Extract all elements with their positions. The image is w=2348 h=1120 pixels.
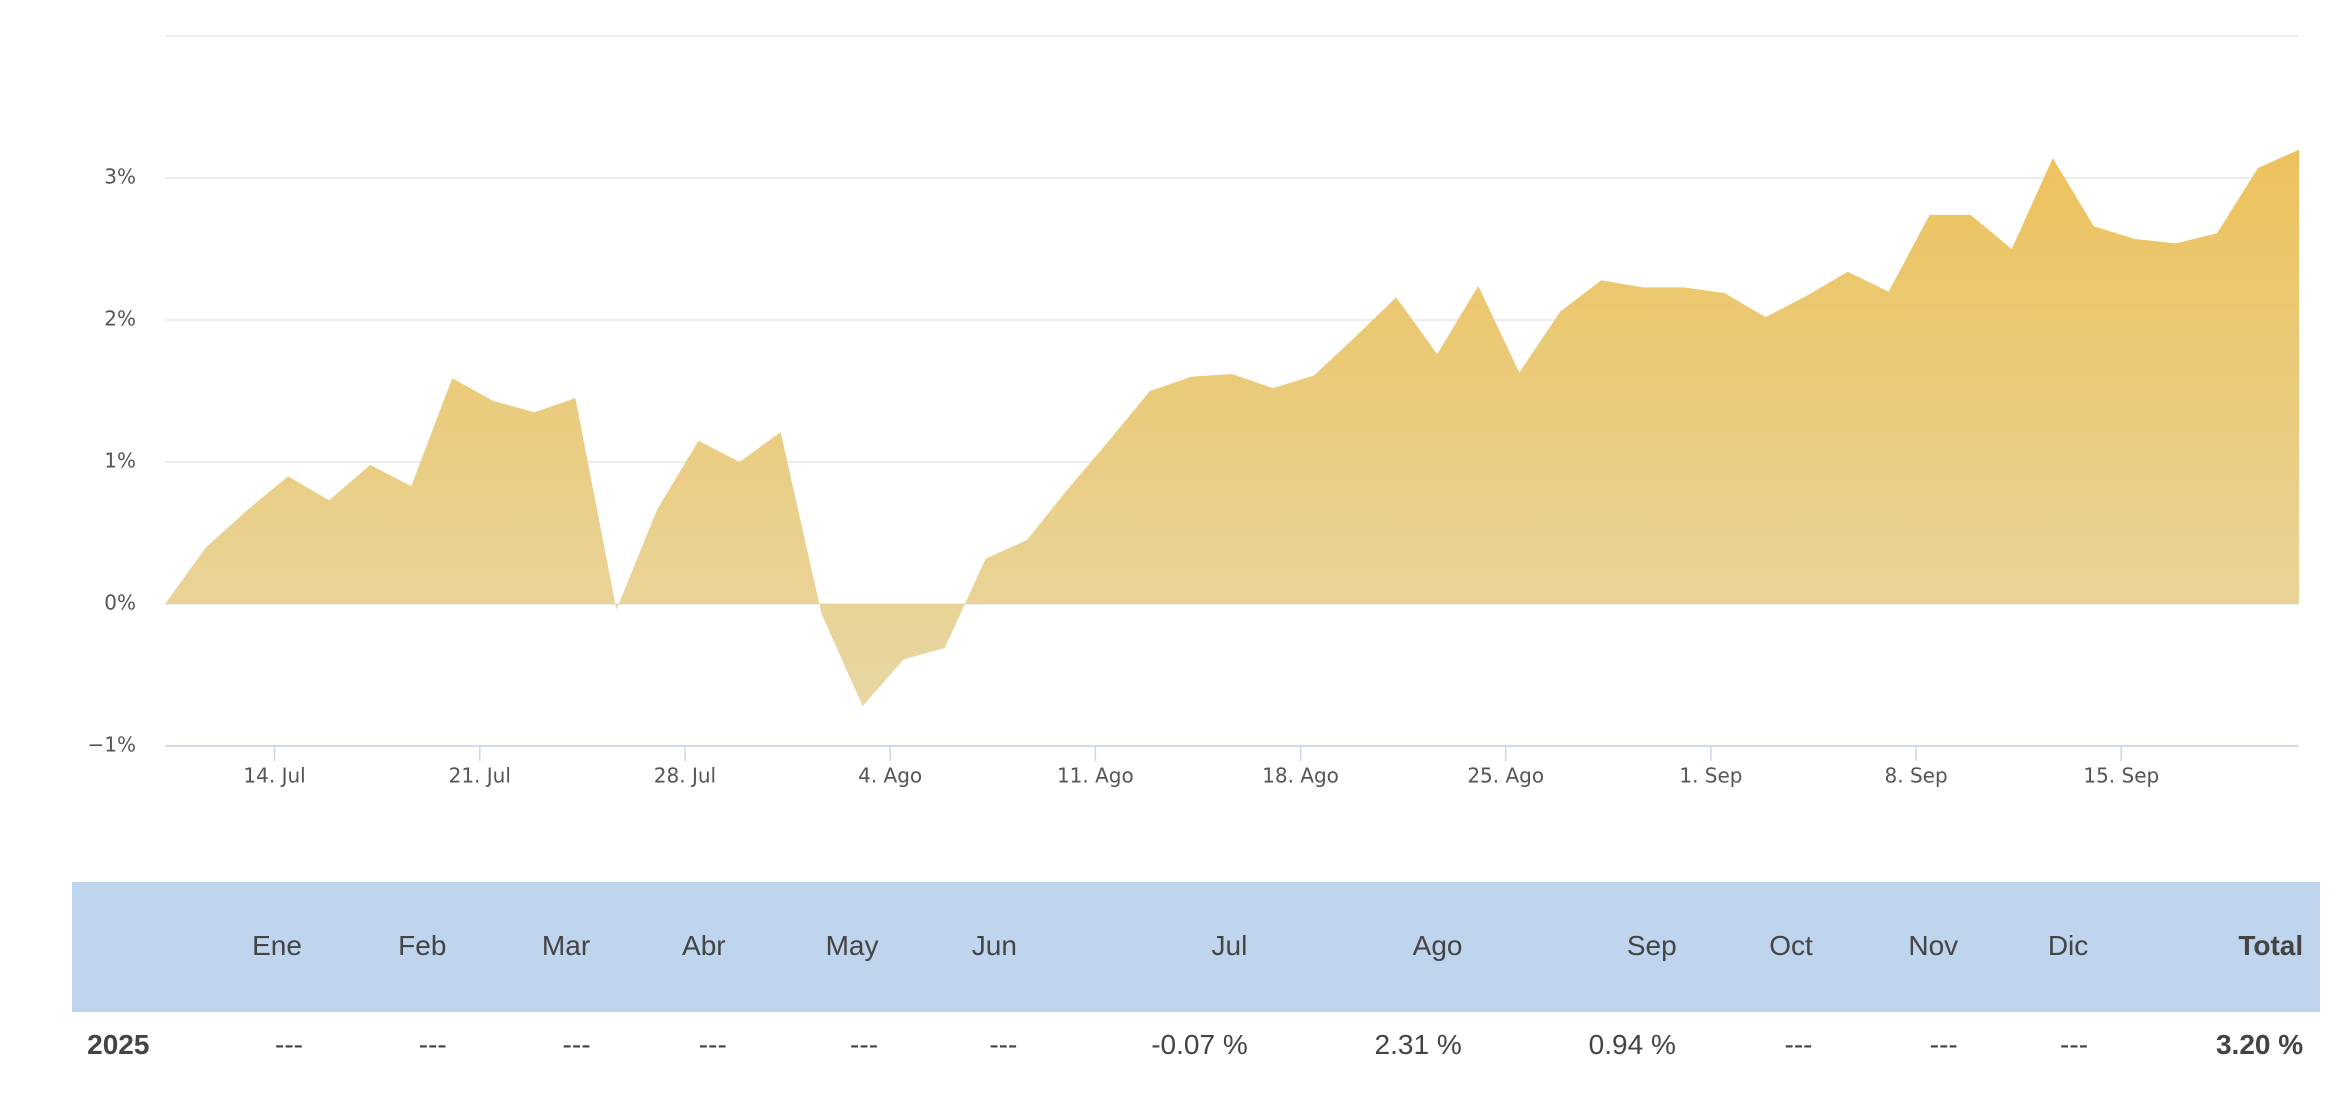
header-cell: Abr: [682, 930, 726, 961]
x-tick-label: 8. Sep: [1885, 764, 1948, 788]
table-cell: ---: [1929, 1029, 1958, 1060]
x-tick-label: 25. Ago: [1467, 764, 1544, 788]
chart: −1% 0% 1% 2% 3% 14. Jul 21. Jul 28. Jul 4. Ago 11…: [88, 35, 2299, 788]
table-cell: ---: [698, 1029, 727, 1060]
header-cell: Ago: [1412, 930, 1463, 961]
x-tick-label: 14. Jul: [243, 764, 305, 788]
table-cell: 2.31 %: [1374, 1029, 1462, 1060]
header-cell: Jul: [1211, 930, 1248, 961]
header-cell: Jun: [971, 930, 1017, 961]
header-cell: Dic: [2047, 930, 2089, 961]
header-cell: Sep: [1626, 930, 1677, 961]
header-cell: Feb: [398, 930, 447, 961]
table-cell: ---: [1784, 1029, 1813, 1060]
table-cell: ---: [989, 1029, 1018, 1060]
y-tick-label: 3%: [104, 165, 136, 189]
header-cell: May: [825, 930, 879, 961]
x-tick-label: 21. Jul: [449, 764, 511, 788]
table-cell: ---: [562, 1029, 591, 1060]
table-header: [72, 882, 2320, 1012]
x-tick-label: 1. Sep: [1679, 764, 1742, 788]
table-cell: 0.94 %: [1588, 1029, 1676, 1060]
table-cell: ---: [850, 1029, 879, 1060]
header-cell: Nov: [1908, 930, 1959, 961]
header-cell: Mar: [541, 930, 591, 961]
table-cell: ---: [275, 1029, 304, 1060]
table-cell: -0.07 %: [1151, 1029, 1248, 1060]
y-tick-label: 2%: [104, 307, 136, 331]
table-cell: ---: [2060, 1029, 2089, 1060]
header-cell: Total: [2238, 930, 2304, 961]
x-tick-label: 4. Ago: [858, 764, 922, 788]
x-tick-label: 18. Ago: [1262, 764, 1339, 788]
y-tick-label: −1%: [88, 733, 137, 757]
x-tick-label: 11. Ago: [1057, 764, 1134, 788]
y-tick-label: 1%: [104, 449, 136, 473]
table-cell: 2025: [87, 1029, 150, 1060]
header-cell: Oct: [1769, 930, 1813, 961]
area: [165, 149, 2299, 707]
y-tick-label: 0%: [104, 591, 136, 615]
x-tick-label: 15. Sep: [2083, 764, 2159, 788]
table-cell: ---: [418, 1029, 447, 1060]
table-cell: 3.20 %: [2215, 1029, 2304, 1060]
x-tick-label: 28. Jul: [654, 764, 716, 788]
header-cell: Ene: [252, 930, 302, 961]
